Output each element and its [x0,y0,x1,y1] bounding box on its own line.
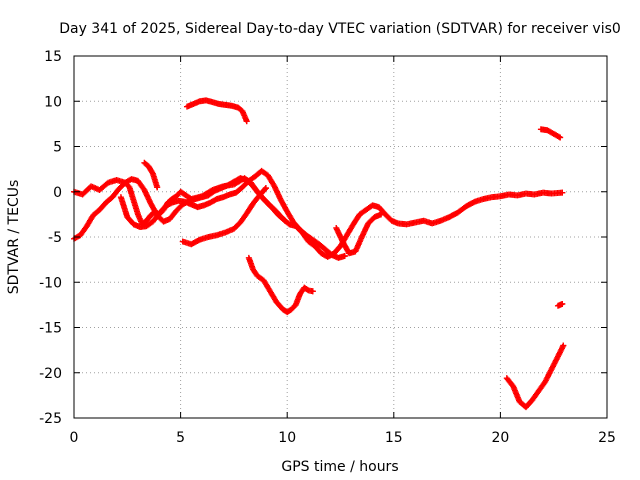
y-tick-label: 15 [44,49,62,65]
data-point [154,184,161,191]
x-axis-label: GPS time / hours [281,459,398,475]
data-marks [71,97,567,411]
data-point [281,216,288,223]
data-point [282,217,289,224]
data-point [341,253,348,260]
y-tick-label: -20 [39,366,62,382]
y-tick-label: -5 [48,230,62,246]
y-tick-label: -10 [39,275,62,291]
x-tick-label: 0 [70,430,79,446]
y-tick-label: 10 [44,94,62,110]
y-tick-label: -25 [39,411,62,427]
x-tick-label: 5 [176,430,185,446]
series-track-f [333,211,385,257]
series-track-c [117,167,348,261]
data-point [261,186,268,193]
data-point [309,288,316,295]
x-tick-label: 25 [598,430,616,446]
data-point [559,300,566,307]
grid [74,56,607,418]
data-point [262,185,269,192]
axis-ticks: 0 5 10 15 20 25 15 10 5 0 -5 -10 -15 -20 -25 [39,49,616,446]
series-track-i [537,126,564,141]
data-point [559,189,566,196]
y-tick-label: 0 [53,185,62,201]
y-tick-label: 5 [53,140,62,156]
x-tick-label: 15 [385,430,403,446]
series-track-h [245,254,316,316]
series-track-e [179,185,269,248]
series-track-k [503,342,567,411]
series-track-d [141,159,161,191]
y-axis-label: SDTVAR / TECUs [6,180,22,295]
data-point [378,211,385,218]
chart-title: Day 341 of 2025, Sidereal Day-to-day VTE… [59,21,621,37]
data-point [560,342,567,349]
data-point [243,118,250,125]
data-point [555,133,562,140]
y-tick-label: -15 [39,321,62,337]
series-track-j [554,300,566,309]
series-track-g [183,97,250,125]
data-point [149,169,156,176]
data-point [557,134,564,141]
x-tick-label: 10 [278,430,296,446]
x-tick-label: 20 [491,430,509,446]
